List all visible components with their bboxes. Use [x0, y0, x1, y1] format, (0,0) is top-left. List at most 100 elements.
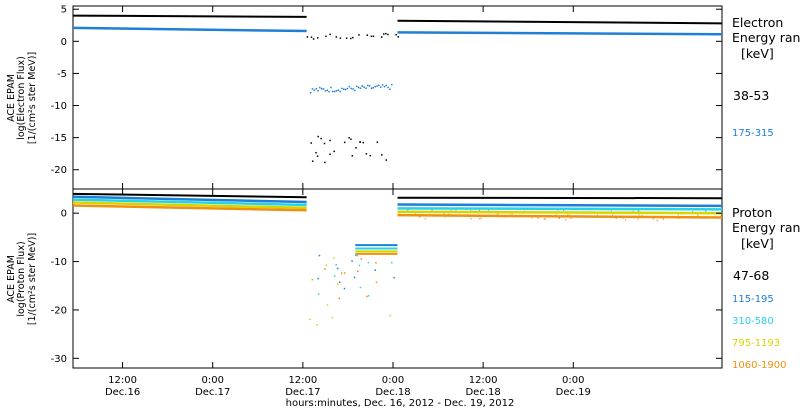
series-175-315	[72, 26, 723, 94]
series-point	[363, 86, 365, 88]
series-point	[352, 36, 354, 39]
series-point	[350, 37, 352, 40]
y-tick-label: 0	[61, 37, 67, 48]
series-point	[391, 83, 393, 86]
series-point	[326, 89, 328, 92]
series-point	[355, 85, 358, 88]
series-point	[522, 212, 524, 214]
series-point	[318, 254, 321, 257]
series-point	[359, 141, 361, 143]
proton-legend-title-2: Energy ranges	[732, 220, 800, 235]
series-point	[344, 88, 347, 91]
series-point	[558, 217, 560, 219]
x-tick-label-date: Dec.18	[375, 387, 410, 398]
series-point	[489, 215, 491, 218]
x-tick-label-date: Dec.19	[556, 387, 591, 398]
series-point	[320, 87, 323, 90]
series-point	[455, 209, 457, 211]
series-point	[497, 212, 499, 215]
series-point	[343, 287, 346, 290]
series-point	[531, 209, 533, 211]
series-point	[332, 90, 334, 93]
series-point	[476, 212, 478, 214]
series-point	[328, 90, 330, 93]
series-point	[316, 155, 319, 157]
series-point	[316, 37, 319, 39]
series-line-175-315	[397, 31, 723, 36]
x-tick-label-date: Dec.16	[105, 387, 140, 398]
series-point	[638, 214, 640, 216]
series-point	[633, 217, 635, 219]
series-point	[353, 276, 356, 279]
series-point	[332, 257, 335, 259]
series-point	[678, 217, 680, 219]
series-point	[311, 160, 314, 162]
series-point	[537, 217, 539, 219]
series-point	[361, 85, 364, 87]
series-point	[681, 213, 683, 215]
series-line-795-1193	[397, 210, 723, 215]
proton-ylabel: ACE EPAM log(Proton Flux) [1/(cm²s ster …	[6, 233, 38, 325]
series-point	[348, 85, 351, 88]
series-point	[692, 211, 694, 213]
series-point	[317, 135, 319, 138]
series-point	[705, 210, 707, 212]
series-point	[325, 35, 327, 38]
series-point	[564, 208, 566, 211]
y-tick-label: -20	[51, 165, 67, 176]
series-point	[379, 86, 382, 88]
series-point	[380, 36, 383, 38]
series-point	[374, 85, 376, 88]
series-point	[331, 316, 334, 319]
series-point	[610, 209, 613, 211]
series-point	[337, 89, 340, 91]
series-point	[354, 254, 357, 256]
series-point	[335, 264, 337, 266]
series-115-195	[72, 195, 723, 290]
series-point	[343, 88, 345, 90]
series-point	[311, 88, 314, 90]
electron-ylabel-line3: [1/(cm²s ster MeV)]	[27, 52, 38, 144]
series-47-68	[72, 192, 723, 200]
series-point	[375, 281, 378, 284]
series-point	[596, 214, 599, 216]
series-point	[329, 139, 331, 142]
series-point	[414, 213, 416, 215]
y-tick-label: 0	[61, 209, 67, 220]
series-point	[330, 86, 332, 89]
series-point	[317, 90, 319, 92]
series-point	[322, 88, 325, 90]
series-point	[324, 268, 326, 270]
series-795-1193	[72, 201, 723, 326]
series-point	[465, 208, 468, 211]
series-point	[677, 214, 680, 216]
series-point	[338, 297, 340, 300]
series-line-38-53	[72, 14, 307, 18]
series-point	[638, 210, 640, 212]
series-point	[581, 209, 584, 211]
proton-legend-entry-2: 115-195	[732, 294, 774, 305]
proton-panel-frame	[72, 188, 723, 369]
series-point	[309, 318, 311, 321]
series-point	[575, 216, 578, 218]
series-point	[703, 217, 705, 219]
series-point	[387, 33, 389, 36]
series-point	[543, 218, 545, 220]
series-point	[431, 209, 433, 211]
series-point	[385, 84, 387, 87]
series-point	[335, 36, 338, 38]
series-point	[372, 35, 375, 38]
y-tick-label: -20	[51, 305, 67, 316]
series-point	[478, 209, 481, 211]
series-point	[376, 141, 379, 143]
series-point	[509, 212, 511, 215]
series-point	[470, 218, 472, 220]
series-310-580	[72, 198, 723, 297]
series-point	[511, 216, 514, 218]
series-line-47-68	[72, 192, 307, 199]
series-point	[611, 214, 614, 216]
series-point	[469, 209, 472, 211]
series-point	[312, 38, 315, 40]
series-point	[358, 264, 361, 267]
